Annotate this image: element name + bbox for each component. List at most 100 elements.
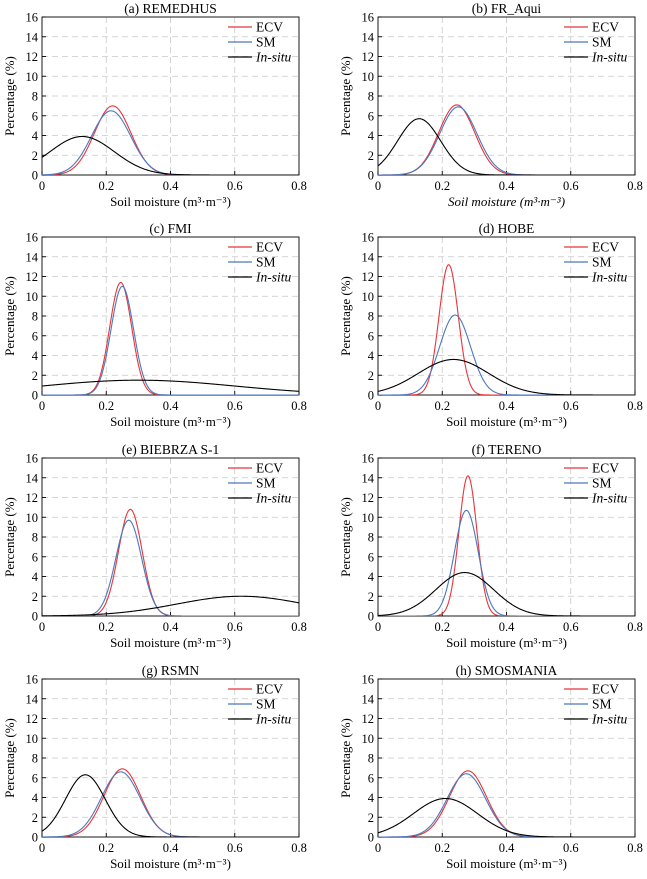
y-tick-label: 6 — [32, 109, 38, 123]
x-tick-label: 0.2 — [434, 841, 450, 855]
legend-label: SM — [592, 476, 612, 491]
series-line-in-situ — [378, 571, 635, 616]
y-tick-label: 2 — [32, 590, 38, 604]
chart-title: (h) SMOSMANIA — [456, 663, 558, 678]
legend-label: ECV — [592, 682, 619, 697]
x-tick-label: 0.6 — [563, 620, 579, 634]
y-tick-label: 6 — [32, 329, 38, 343]
chart-panel: 0 0.2 0.4 0.6 0.8 0 2 4 6 8 10 12 14 16 (h) SMOSMANIA S… — [338, 663, 643, 871]
y-tick-label: 0 — [32, 610, 38, 624]
x-tick-label: 0.8 — [291, 179, 307, 193]
legend-label: SM — [592, 35, 612, 50]
x-axis-label: Soil moisture (m³·m⁻³) — [448, 194, 565, 209]
x-tick-label: 0.4 — [499, 179, 515, 193]
y-tick-label: 10 — [26, 70, 39, 84]
series-line-in-situ — [378, 118, 635, 175]
y-tick-label: 0 — [368, 610, 374, 624]
x-tick-label: 0.6 — [227, 179, 243, 193]
x-axis-label: Soil moisture (m³·m⁻³) — [446, 635, 567, 650]
series-line-sm — [42, 285, 299, 395]
legend-label: SM — [256, 35, 276, 50]
y-tick-label: 8 — [368, 90, 374, 104]
series-line-sm — [378, 773, 635, 837]
x-axis-label: Soil moisture (m³·m⁻³) — [110, 635, 231, 650]
y-tick-label: 10 — [26, 290, 39, 304]
legend-label: In-situ — [255, 270, 291, 285]
series-line-sm — [378, 509, 635, 616]
series-line-sm — [42, 771, 299, 837]
y-tick-label: 0 — [368, 831, 374, 845]
chart-panel: 0 0.2 0.4 0.6 0.8 0 2 4 6 8 10 12 14 16 (g) RSMN Soil m… — [2, 663, 307, 871]
y-tick-label: 6 — [368, 771, 374, 785]
y-tick-label: 14 — [362, 30, 375, 44]
y-axis-label: Percentage (%) — [2, 276, 17, 356]
y-tick-label: 4 — [368, 349, 375, 363]
legend-label: ECV — [256, 240, 283, 255]
x-tick-label: 0 — [39, 399, 45, 413]
chart-panel: 0 0.2 0.4 0.6 0.8 0 2 4 6 8 10 12 14 16 (f) TERENO Soil… — [338, 442, 643, 650]
chart-title: (c) FMI — [149, 221, 192, 236]
y-tick-label: 16 — [362, 231, 375, 245]
y-tick-label: 14 — [26, 692, 39, 706]
series-group — [42, 105, 299, 175]
y-tick-label: 12 — [362, 712, 375, 726]
y-tick-label: 16 — [362, 452, 375, 466]
x-tick-label: 0.2 — [98, 841, 114, 855]
chart-title: (e) BIEBRZA S-1 — [122, 442, 220, 457]
x-axis-label: Soil moisture (m³·m⁻³) — [110, 856, 231, 871]
legend-label: ECV — [256, 461, 283, 476]
y-tick-label: 4 — [32, 129, 39, 143]
y-tick-label: 16 — [26, 231, 39, 245]
y-tick-label: 10 — [362, 70, 375, 84]
x-tick-label: 0.8 — [627, 620, 643, 634]
legend-label: ECV — [256, 682, 283, 697]
y-tick-label: 4 — [32, 570, 39, 584]
x-tick-label: 0 — [375, 179, 381, 193]
y-tick-label: 0 — [368, 389, 374, 403]
x-tick-label: 0.2 — [434, 620, 450, 634]
series-line-sm — [378, 314, 635, 395]
y-tick-label: 6 — [368, 329, 374, 343]
y-tick-label: 14 — [362, 692, 375, 706]
y-tick-label: 0 — [368, 169, 374, 183]
y-tick-label: 8 — [32, 531, 38, 545]
x-tick-label: 0.4 — [499, 620, 515, 634]
series-group — [378, 475, 635, 616]
legend-label: ECV — [256, 20, 283, 35]
chart-panel: 0 0.2 0.4 0.6 0.8 0 2 4 6 8 10 12 14 16 (b) FR_Aqui Soi… — [338, 1, 643, 209]
x-tick-label: 0.8 — [627, 399, 643, 413]
x-tick-label: 0.4 — [163, 399, 179, 413]
series-line-in-situ — [378, 797, 635, 837]
y-tick-label: 6 — [368, 109, 374, 123]
x-axis-label: Soil moisture (m³·m⁻³) — [110, 414, 231, 429]
y-tick-label: 4 — [368, 791, 375, 805]
y-tick-label: 14 — [26, 471, 39, 485]
y-tick-label: 12 — [362, 491, 375, 505]
chart-title: (d) HOBE — [479, 221, 535, 236]
legend-label: In-situ — [255, 50, 291, 65]
x-tick-label: 0.6 — [563, 841, 579, 855]
legend-label: ECV — [592, 461, 619, 476]
series-line-in-situ — [42, 774, 299, 837]
y-axis-label: Percentage (%) — [2, 497, 17, 577]
y-tick-label: 12 — [362, 50, 375, 64]
y-axis-label: Percentage (%) — [338, 497, 353, 577]
legend-label: ECV — [592, 20, 619, 35]
x-tick-label: 0.4 — [163, 841, 179, 855]
series-line-in-situ — [42, 595, 299, 616]
series-line-in-situ — [378, 358, 635, 395]
legend-label: ECV — [592, 240, 619, 255]
series-group — [378, 770, 635, 837]
x-axis-label: Soil moisture (m³·m⁻³) — [110, 194, 231, 209]
y-tick-label: 4 — [32, 791, 39, 805]
y-tick-label: 8 — [368, 531, 374, 545]
y-tick-label: 2 — [32, 369, 38, 383]
legend-label: SM — [256, 697, 276, 712]
y-tick-label: 8 — [32, 310, 38, 324]
y-tick-label: 0 — [32, 169, 38, 183]
x-tick-label: 0.2 — [98, 620, 114, 634]
y-tick-label: 10 — [362, 732, 375, 746]
y-tick-label: 14 — [362, 250, 375, 264]
legend-label: In-situ — [255, 712, 291, 727]
